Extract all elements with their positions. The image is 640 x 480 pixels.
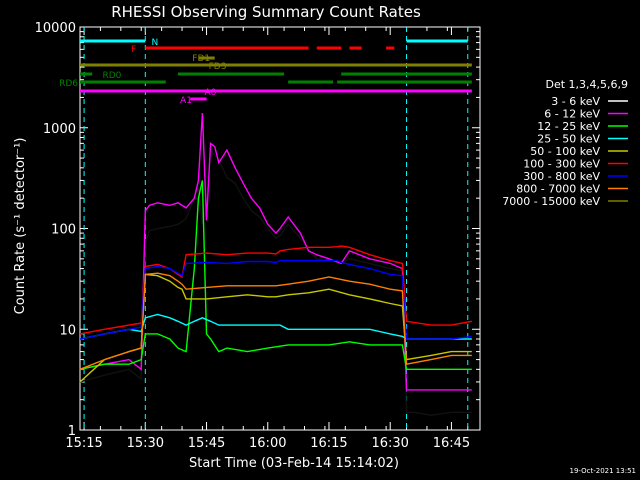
legend-entry-label: 100 - 300 keV [523, 158, 600, 171]
x-tick-label: 16:45 [433, 436, 470, 451]
flag-label-a1: A1 [180, 96, 192, 106]
flag-label-f: F [131, 45, 136, 55]
flag-label-rd0: RD0 [102, 71, 121, 81]
series-line-12to25keV [79, 180, 472, 370]
series-line-300to800keV [79, 259, 472, 340]
chart-title: RHESSI Observing Summary Count Rates [111, 3, 421, 21]
legend-entry-label: 50 - 100 keV [530, 145, 600, 158]
y-tick-label: 1000 [43, 122, 76, 137]
x-tick-label: 15:30 [127, 436, 164, 451]
y-tick-label: 10000 [35, 21, 76, 36]
flag-label-rd6: RD6 [59, 79, 78, 89]
footer-date: 19-Oct-2021 13:51 [570, 467, 636, 475]
x-tick-label: 16:15 [310, 436, 347, 451]
series-line-25to50keV [79, 313, 472, 340]
series-line-3to6keV [79, 148, 472, 417]
legend-entry-label: 3 - 6 keV [551, 95, 600, 108]
legend-entry-label: 800 - 7000 keV [516, 183, 600, 196]
flag-label-a0: A0 [205, 88, 217, 98]
legend-title: Det 1,3,4,5,6,9 [545, 78, 628, 91]
legend-entry-label: 12 - 25 keV [537, 120, 600, 133]
y-axis-title: Count Rate (s⁻¹ detector⁻¹) [13, 138, 28, 315]
series-line-800to7000keV [79, 272, 472, 370]
y-tick-label: 1 [68, 424, 76, 439]
x-tick-label: 15:15 [65, 436, 102, 451]
flag-label-fd1: FD1 [192, 54, 210, 64]
x-tick-label: 16:00 [249, 436, 286, 451]
legend-entry-label: 25 - 50 keV [537, 133, 600, 146]
y-tick-label: 100 [51, 223, 76, 238]
x-axis-title: Start Time (03-Feb-14 15:14:02) [189, 456, 399, 471]
y-tick-label: 10 [59, 323, 76, 338]
flag-label-fd3: FD3 [209, 62, 227, 72]
flag-label-n: N [151, 38, 158, 48]
legend-entry-label: 6 - 12 keV [544, 108, 600, 121]
x-tick-label: 15:45 [188, 436, 225, 451]
series-line-100to300keV [79, 245, 472, 335]
legend-entry-label: 7000 - 15000 keV [502, 195, 600, 208]
legend-entry-label: 300 - 800 keV [523, 170, 600, 183]
x-tick-label: 16:30 [371, 436, 408, 451]
series-line-6to12keV [79, 112, 472, 391]
